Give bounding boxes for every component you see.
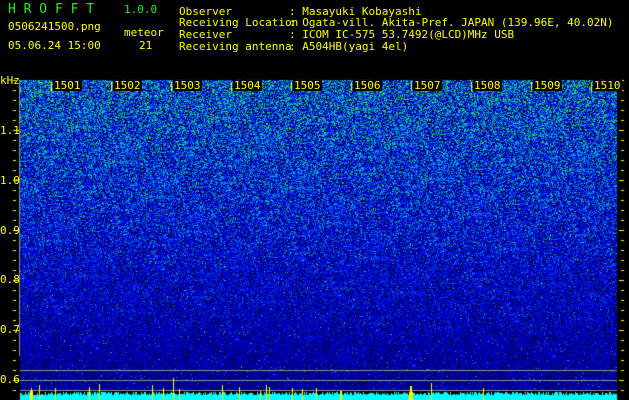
info-location-label: Receiving Location [179, 16, 299, 29]
file-datetime: 05.06.24 15:00 [8, 39, 101, 52]
file-name: 0506241500.png [8, 20, 101, 33]
app-version: 1.0.0 [124, 3, 158, 16]
meteor-label: meteor [124, 26, 164, 39]
y-tick-label: 0.6 [0, 373, 20, 386]
x-tick-label: 1506 [353, 79, 382, 92]
info-antenna-value: : A504HB(yagi 4el) [289, 40, 409, 53]
x-tick-label: 1503 [173, 79, 202, 92]
y-tick-label: 1.1 [0, 124, 20, 137]
x-tick-label: 1504 [233, 79, 262, 92]
y-tick-label: 0.9 [0, 224, 20, 237]
info-location-value: : Ogata-vill. Akita-Pref. JAPAN (139.96E… [289, 16, 614, 29]
meteor-count: 21 [139, 39, 153, 52]
app-title: H R O F F T [8, 2, 95, 17]
y-tick-label: 1.0 [0, 174, 20, 187]
y-tick-label: 0.7 [0, 323, 20, 336]
info-receiver-label: Receiver [179, 28, 232, 41]
info-observer-value: : Masayuki Kobayashi [289, 5, 422, 18]
x-tick-label: 1509 [533, 79, 562, 92]
x-tick-label: 1508 [473, 79, 502, 92]
x-tick-label: 1502 [113, 79, 142, 92]
x-tick-label: 1510 [593, 79, 622, 92]
info-receiver-value: : ICOM IC-575 53.7492(@LCD)MHz USB [289, 28, 515, 41]
x-tick-label: 1507 [413, 79, 442, 92]
info-observer-label: Observer [179, 5, 232, 18]
y-unit-label: kHz [0, 74, 20, 87]
y-tick-label: 0.8 [0, 273, 20, 286]
info-antenna-label: Receiving antenna [179, 40, 292, 53]
x-tick-label: 1501 [53, 79, 82, 92]
x-tick-label: 1505 [293, 79, 322, 92]
